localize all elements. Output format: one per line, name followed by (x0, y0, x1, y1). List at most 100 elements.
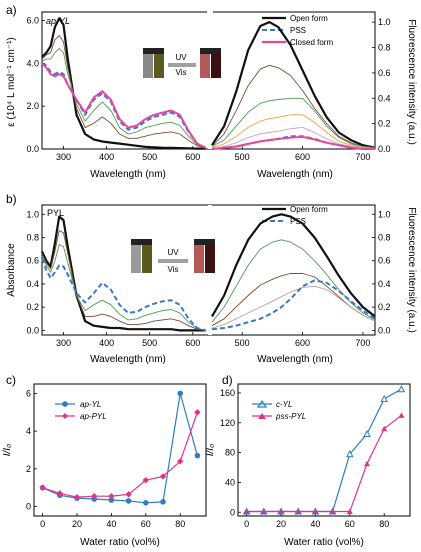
b-fluorescence-xtick-label-2: 700 (355, 338, 370, 348)
b-absorption-ytick-label-3: 0.6 (26, 256, 39, 266)
panel-d-ylabel: I/I₀ (205, 444, 216, 457)
c-ytick-label-3: 6 (26, 388, 31, 398)
a-fluorescence-xtick-label-1: 600 (295, 152, 310, 162)
d-series-0-line (246, 388, 402, 513)
b-fluorescence-series-0-line (211, 213, 376, 318)
c-series-1-point-7 (159, 473, 167, 480)
panel-a: a) ap-YL ε (10⁴ L mol⁻¹ cm⁻¹) Fluorescen… (6, 3, 417, 180)
panel-a-xlabel-left: Wavelength (nm) (90, 169, 166, 180)
panel-b-xlabel-left: Wavelength (nm) (90, 354, 166, 365)
d-xtick-label-1: 20 (276, 519, 286, 529)
d-series-1-line (246, 414, 402, 513)
b-absorption-xtick-label-3: 600 (185, 338, 200, 348)
a-fluorescence-ytick-label-5: 1.0 (378, 17, 391, 27)
c-series-0-point-4 (108, 497, 115, 503)
d-series-1-point-2 (278, 508, 284, 515)
legend-ap-yl: ap-YL (80, 400, 101, 409)
b-absorption-xtick-label-0: 300 (56, 338, 71, 348)
d-xtick-label-3: 60 (345, 519, 355, 529)
legend-ap-pyl: ap-PYL (80, 412, 107, 421)
a-absorption-ytick-label-3: 6.0 (26, 16, 39, 26)
c-series-0-line (42, 392, 198, 504)
panel-b-name: PYL (47, 208, 64, 218)
c-ytick-label-0: 0 (26, 502, 31, 512)
panel-b: b) PYL Absorbance Fluorescence intensity… (6, 192, 417, 365)
panel-b-ylabel-left: Absorbance (6, 243, 17, 297)
c-series-0-point-9 (194, 452, 201, 459)
panel-a-ylabel-left: ε (10⁴ L mol⁻¹ cm⁻¹) (6, 37, 17, 127)
d-series-1-point-9 (398, 412, 405, 418)
d-series-1-point-1 (260, 508, 267, 515)
b-absorption-series-0-line (41, 215, 206, 332)
c-xtick-label-0: 0 (40, 519, 45, 529)
panel-d-label: d) (222, 373, 233, 387)
b-fluorescence-ytick-label-1: 0.2 (378, 302, 391, 312)
d-ytick-label-1: 40 (225, 477, 235, 487)
panel-c: c) I/I₀ Water ratio (vol%) ap-YL ap-PYL (2, 373, 207, 548)
b-fluorescence-series-3-line (211, 285, 376, 329)
a-absorption-ytick-label-0: 0.0 (26, 144, 39, 154)
a-fluorescence-xtick-label-0: 500 (235, 152, 250, 162)
d-series-1-point-3 (295, 508, 302, 515)
a-fluorescence-ytick-label-0: 0.0 (378, 144, 391, 154)
a-fluorescence-ytick-label-4: 0.8 (378, 43, 391, 53)
b-absorption-series-2-line (41, 244, 206, 331)
c-xtick-label-1: 20 (72, 519, 82, 529)
b-absorption-xtick-label-2: 500 (142, 338, 157, 348)
panel-a-ylabel-right: Fluorescence intensity (a.u.) (406, 19, 417, 145)
c-series-0-point-7 (160, 499, 166, 505)
d-series-0-point-7 (363, 429, 371, 437)
b-fluorescence-ytick-label-0: 0.0 (378, 325, 391, 335)
c-series-1-point-4 (108, 493, 115, 500)
panel-a-xlabel-right: Wavelength (nm) (257, 169, 333, 180)
b-fluorescence-ytick-label-3: 0.6 (378, 256, 391, 266)
inset-a-vis: Vis (176, 68, 187, 77)
c-ytick-label-2: 4 (26, 426, 31, 436)
d-series-1-point-5 (329, 508, 336, 515)
c-xtick-label-2: 40 (106, 519, 116, 529)
a-absorption-series-4-line (41, 62, 207, 149)
c-xtick-label-3: 60 (141, 519, 151, 529)
b-absorption-series-1-line (41, 230, 206, 331)
panel-a-legend: Open form PSS Closed form (262, 14, 333, 47)
legend-open-form: Open form (290, 14, 328, 23)
legend-pss-pyl: pss-PYL (275, 412, 306, 421)
legend-closed-form: Closed form (290, 38, 333, 47)
c-series-1-point-5 (125, 491, 132, 498)
b-fluorescence-ytick-label-2: 0.4 (378, 279, 391, 289)
b-absorption-ytick-label-2: 0.4 (26, 279, 39, 289)
a-absorption-series-2-line (41, 47, 206, 149)
d-series-1-point-6 (346, 508, 353, 515)
inset-a-uv: UV (175, 53, 187, 62)
a-absorption-xtick-label-1: 400 (99, 152, 114, 162)
c-series-0-point-5 (125, 498, 132, 504)
d-series-1-point-0 (243, 508, 250, 515)
panel-c-xlabel: Water ratio (vol%) (80, 537, 160, 548)
b-absorption-xtick-label-1: 400 (99, 338, 114, 348)
d-xtick-label-2: 40 (310, 519, 320, 529)
a-fluorescence-ytick-label-1: 0.2 (378, 119, 391, 129)
d-series-1-point-7 (364, 460, 370, 467)
panel-c-ylabel: I/I₀ (2, 444, 13, 457)
a-absorption-series-1-line (41, 35, 206, 149)
d-ytick-label-0: 0 (230, 507, 235, 517)
a-absorption-ytick-label-2: 4.0 (26, 58, 39, 68)
b-fluorescence-ytick-label-4: 0.8 (378, 233, 391, 243)
c-xtick-label-4: 80 (175, 519, 185, 529)
a-fluorescence-series-0-line (211, 21, 376, 149)
legend-pss: PSS (290, 26, 306, 35)
c-series-1-point-8 (177, 458, 184, 465)
a-absorption-xtick-label-3: 600 (185, 152, 200, 162)
legend-c-yl: c-YL (276, 400, 292, 409)
a-fluorescence-ytick-label-2: 0.4 (378, 93, 391, 103)
b-fluorescence-xtick-label-0: 500 (235, 338, 250, 348)
panel-b-ylabel-right: Fluorescence intensity (a.u.) (406, 207, 417, 333)
b-absorption-ytick-label-1: 0.2 (26, 302, 39, 312)
a-fluorescence-xtick-label-2: 700 (355, 152, 370, 162)
b-fluorescence-ytick-label-5: 1.0 (378, 209, 391, 219)
d-ytick-label-4: 160 (220, 388, 235, 398)
b-absorption-ytick-label-4: 0.8 (26, 233, 39, 243)
d-ytick-label-2: 80 (225, 448, 235, 458)
panel-d-xlabel: Water ratio (vol%) (284, 537, 364, 548)
